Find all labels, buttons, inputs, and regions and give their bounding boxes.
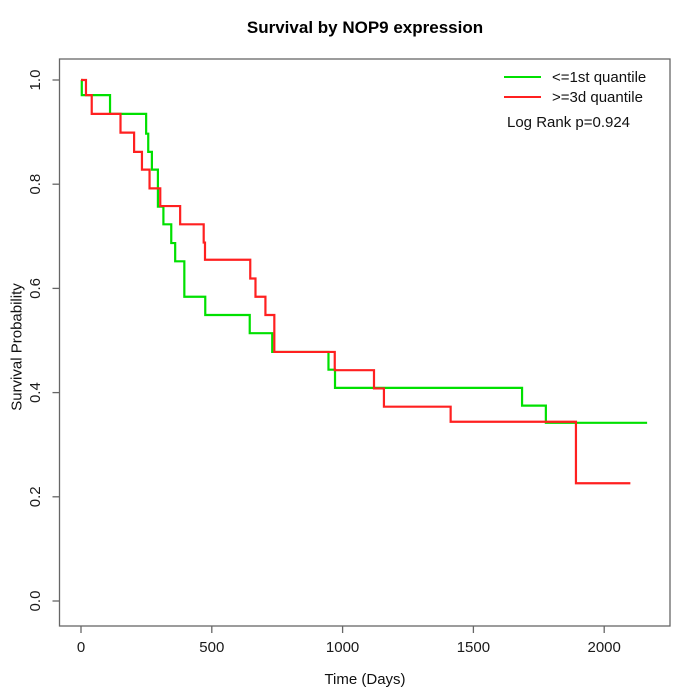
legend-line-green-icon <box>504 76 541 78</box>
y-tick-label: 0.4 <box>27 382 44 403</box>
survival-curve <box>81 78 631 485</box>
legend-label: >=3d quantile <box>552 88 643 106</box>
chart-title: Survival by NOP9 expression <box>246 18 484 37</box>
legend-item-first-quantile: <=1st quantile <box>504 67 646 87</box>
y-axis-label: Survival Probability <box>8 283 26 411</box>
x-tick-label: 2000 <box>588 639 621 656</box>
y-tick-label: 0.0 <box>27 591 44 612</box>
x-tick-label: 1500 <box>457 639 490 656</box>
y-tick-label: 0.2 <box>27 486 44 507</box>
survival-curve <box>80 78 648 424</box>
y-tick-label: 0.8 <box>27 174 44 195</box>
x-tick-label: 1000 <box>326 639 359 656</box>
x-tick-label: 500 <box>199 639 224 656</box>
x-axis-label: Time (Days) <box>324 671 406 688</box>
plot-box <box>58 58 671 627</box>
y-tick-label: 1.0 <box>27 70 44 91</box>
legend-line-red-icon <box>504 96 541 98</box>
y-tick-label: 0.6 <box>27 278 44 299</box>
x-tick-label: 0 <box>77 639 85 656</box>
legend: <=1st quantile >=3d quantile Log Rank p=… <box>504 67 646 131</box>
legend-label: <=1st quantile <box>552 68 647 86</box>
log-rank-p-value: Log Rank p=0.924 <box>507 114 631 131</box>
legend-item-third-quantile: >=3d quantile <box>504 87 646 107</box>
